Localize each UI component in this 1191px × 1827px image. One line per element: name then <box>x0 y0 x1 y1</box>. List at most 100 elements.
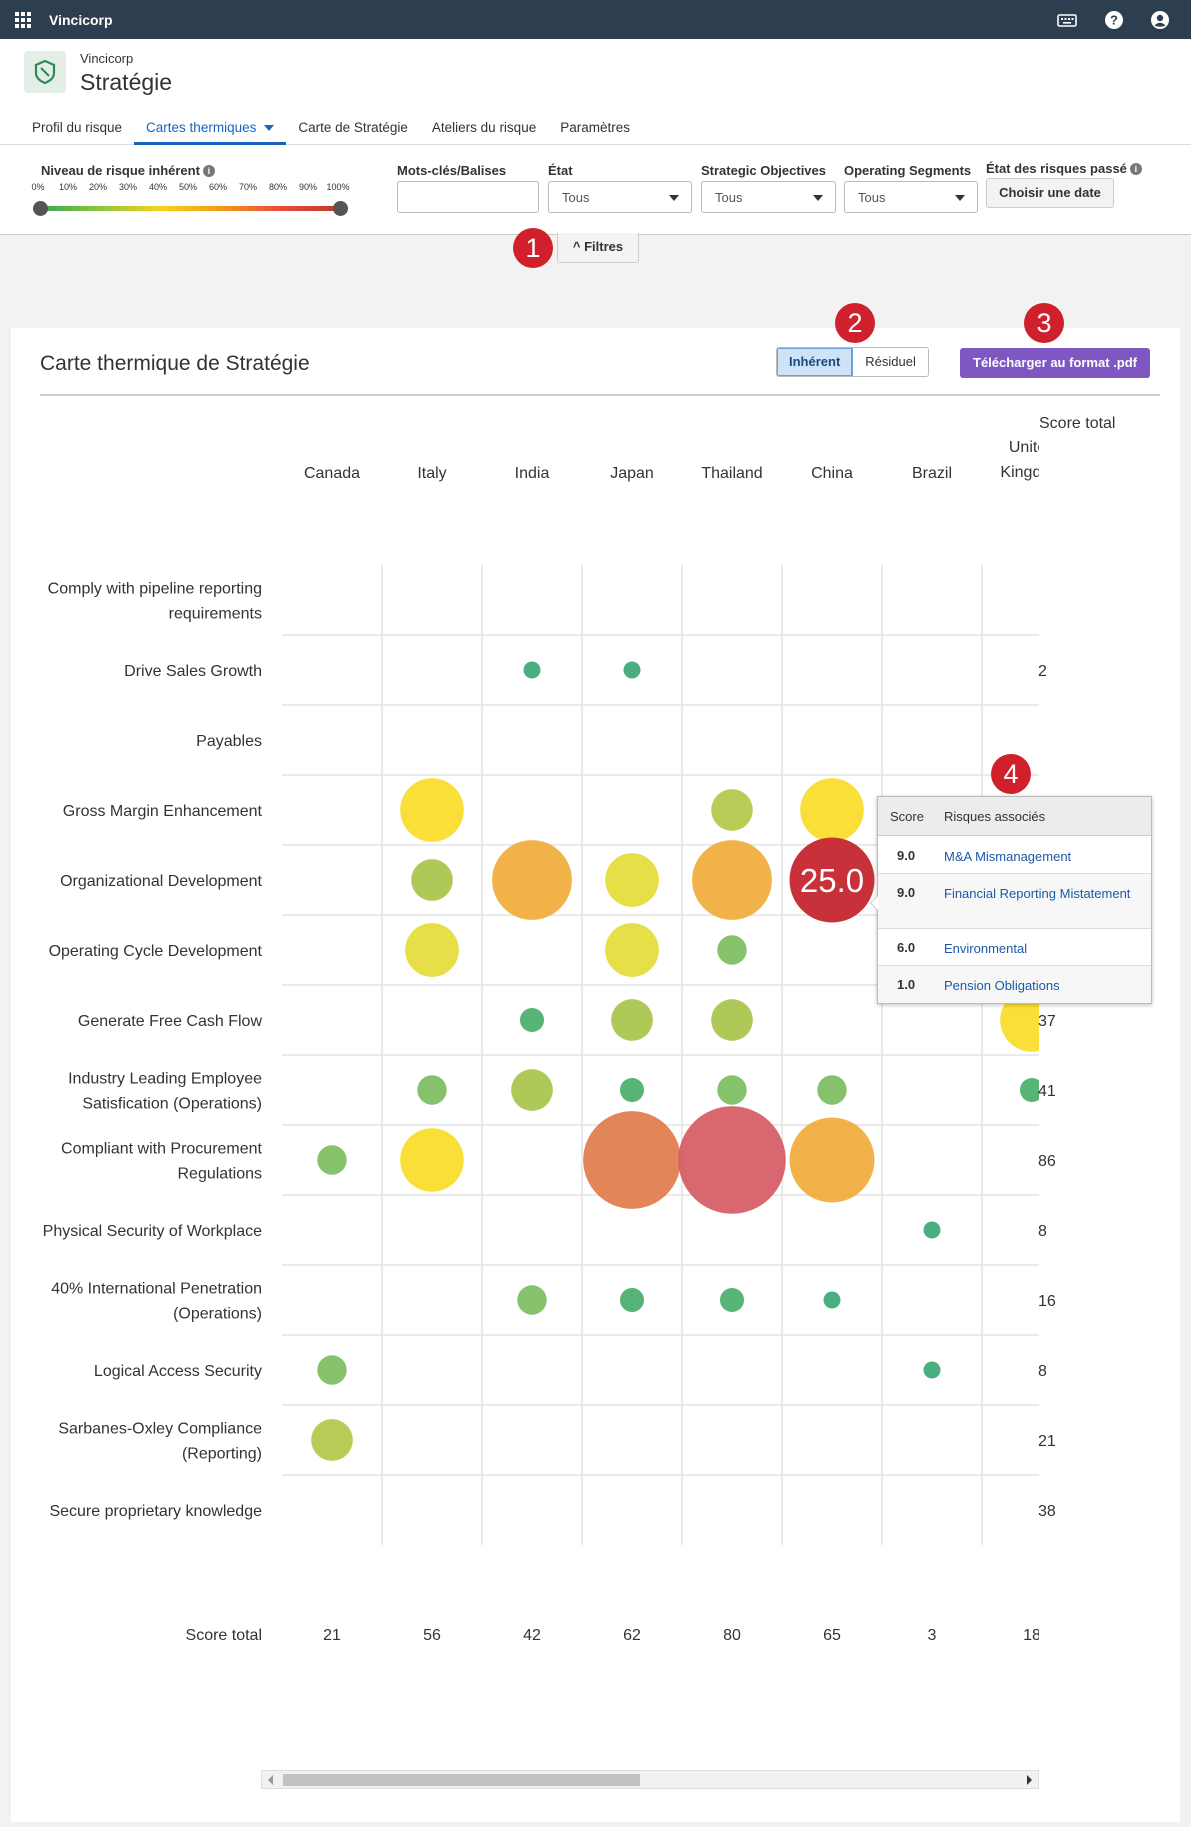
horizontal-scrollbar[interactable] <box>261 1770 1039 1789</box>
heatmap-bubble <box>492 840 572 920</box>
row-label: Physical Security of Workplace <box>43 1223 262 1240</box>
heatmap-bubble <box>823 1291 841 1309</box>
page-header: Vincicorp Stratégie Profil du risque Car… <box>0 39 1191 145</box>
row-total: 86 <box>1038 1153 1056 1170</box>
tooltip-score: 9.0 <box>897 848 916 863</box>
risk-level-tick-label: 30% <box>118 182 138 192</box>
heatmap-bubble <box>800 778 864 842</box>
heatmap-bubble <box>583 1111 681 1209</box>
keywords-input[interactable] <box>397 181 539 213</box>
heatmap-bubble <box>1019 1077 1039 1103</box>
keyboard-icon[interactable] <box>1057 10 1077 30</box>
heatmap-bubble <box>719 1287 745 1313</box>
risk-level-tick-label: 20% <box>88 182 108 192</box>
scroll-right-icon[interactable] <box>1027 1775 1032 1785</box>
total-row-label: Score total <box>186 1627 262 1644</box>
download-pdf-button[interactable]: Télécharger au format .pdf <box>960 348 1150 378</box>
info-icon: i <box>1129 163 1142 175</box>
inherent-button[interactable]: Inhérent <box>777 348 854 376</box>
risk-level-slider[interactable] <box>40 206 340 211</box>
segments-label: Operating Segments <box>844 163 972 178</box>
tooltip-score: 9.0 <box>897 885 916 900</box>
risk-level-tick-label: 70% <box>238 182 258 192</box>
column-header: Canada <box>304 465 360 482</box>
tab-risk-profile[interactable]: Profil du risque <box>32 120 123 135</box>
slider-max-handle[interactable] <box>333 201 348 216</box>
inherent-residual-toggle: Inhérent Résiduel <box>776 347 929 377</box>
app-grid-icon[interactable] <box>15 12 31 28</box>
heatmap-bubble <box>311 1419 353 1461</box>
tab-settings[interactable]: Paramètres <box>560 120 630 135</box>
segments-select[interactable]: Tous <box>844 181 978 213</box>
objectives-select[interactable]: Tous <box>701 181 836 213</box>
row-label: Drive Sales Growth <box>124 663 262 680</box>
heatmap-bubble <box>711 999 753 1041</box>
heatmap-bubble <box>511 1069 553 1111</box>
heatmap-bubble <box>678 1106 786 1214</box>
tab-strategy-map[interactable]: Carte de Stratégie <box>298 120 408 135</box>
user-icon[interactable] <box>1150 10 1170 30</box>
row-label: Operating Cycle Development <box>49 943 263 960</box>
heatmap-bubble <box>317 1145 347 1175</box>
dropdown-arrow-icon <box>669 195 679 201</box>
highlight-bubble-label: 25.0 <box>800 862 864 899</box>
heatmap-bubble <box>317 1355 347 1385</box>
state-select[interactable]: Tous <box>548 181 692 213</box>
column-total: 65 <box>823 1627 841 1644</box>
choose-date-button[interactable]: Choisir une date <box>986 178 1114 208</box>
tooltip-risk-link[interactable]: M&A Mismanagement <box>944 849 1072 864</box>
risk-level-tick-label: 50% <box>178 182 198 192</box>
row-label: Organizational Development <box>60 873 262 890</box>
column-total: 18 <box>1023 1627 1041 1644</box>
filters-toggle-button[interactable]: ^ Filtres <box>557 233 639 263</box>
brand-name: Vincicorp <box>49 12 113 28</box>
past-state-label: État des risques passé i <box>986 161 1142 176</box>
keywords-label: Mots-clés/Balises <box>397 163 507 178</box>
row-total: 2 <box>1038 663 1047 680</box>
tab-heatmaps[interactable]: Cartes thermiques <box>134 111 287 145</box>
card-divider <box>40 394 1160 396</box>
column-total: 3 <box>928 1627 937 1644</box>
chevron-up-icon: ^ <box>572 239 585 254</box>
heatmap-bubble <box>605 923 659 977</box>
row-label: Sarbanes-Oxley Compliance (Reporting) <box>58 1421 262 1463</box>
column-header: India <box>515 465 550 482</box>
tooltip-risk-link[interactable]: Environmental <box>944 941 1028 956</box>
objectives-label: Strategic Objectives <box>701 163 826 178</box>
tooltip-score: 6.0 <box>897 940 916 955</box>
callout-3: 3 <box>1024 303 1064 343</box>
heatmap-card: Carte thermique de Stratégie Inhérent Ré… <box>11 328 1180 1822</box>
heatmap-bubble <box>789 1117 875 1203</box>
tab-risk-workshops[interactable]: Ateliers du risque <box>431 120 537 135</box>
row-label: Comply with pipeline reporting requiremen… <box>48 581 262 623</box>
risk-level-tick-label: 10% <box>58 182 78 192</box>
help-icon[interactable]: ? <box>1104 10 1124 30</box>
column-total: 21 <box>323 1627 341 1644</box>
heatmap-bubble <box>400 778 464 842</box>
risk-level-label: Niveau de risque inhérent i <box>41 163 215 178</box>
shield-logo-icon <box>24 51 66 93</box>
column-total: 42 <box>523 1627 541 1644</box>
row-total: 38 <box>1038 1503 1056 1520</box>
row-total: 21 <box>1038 1433 1056 1450</box>
residual-button[interactable]: Résiduel <box>853 348 928 376</box>
state-label: État <box>548 163 573 178</box>
heatmap-bubble <box>523 661 541 679</box>
heatmap-bubble <box>611 999 653 1041</box>
risk-tooltip: Score Risques associés 9.0 M&A Mismanage… <box>870 796 1152 1004</box>
top-bar: Vincicorp ? <box>0 0 1191 39</box>
svg-text:?: ? <box>1110 13 1118 28</box>
tooltip-risk-link[interactable]: Pension Obligations <box>944 978 1060 993</box>
heatmap-bubble <box>711 789 753 831</box>
column-total: 80 <box>723 1627 741 1644</box>
risk-level-tick-label: 100% <box>326 182 350 192</box>
tooltip-row: 6.0 Environmental <box>878 929 1151 966</box>
slider-min-handle[interactable] <box>33 201 48 216</box>
scroll-left-icon[interactable] <box>268 1775 273 1785</box>
dropdown-arrow-icon <box>955 195 965 201</box>
scroll-thumb[interactable] <box>283 1774 640 1786</box>
tooltip-risk-link[interactable]: Financial Reporting Mistatement <box>944 886 1131 901</box>
row-label: Payables <box>196 733 262 750</box>
tab-bar: Profil du risque Cartes thermiques Carte… <box>20 111 642 145</box>
column-header: China <box>811 465 853 482</box>
